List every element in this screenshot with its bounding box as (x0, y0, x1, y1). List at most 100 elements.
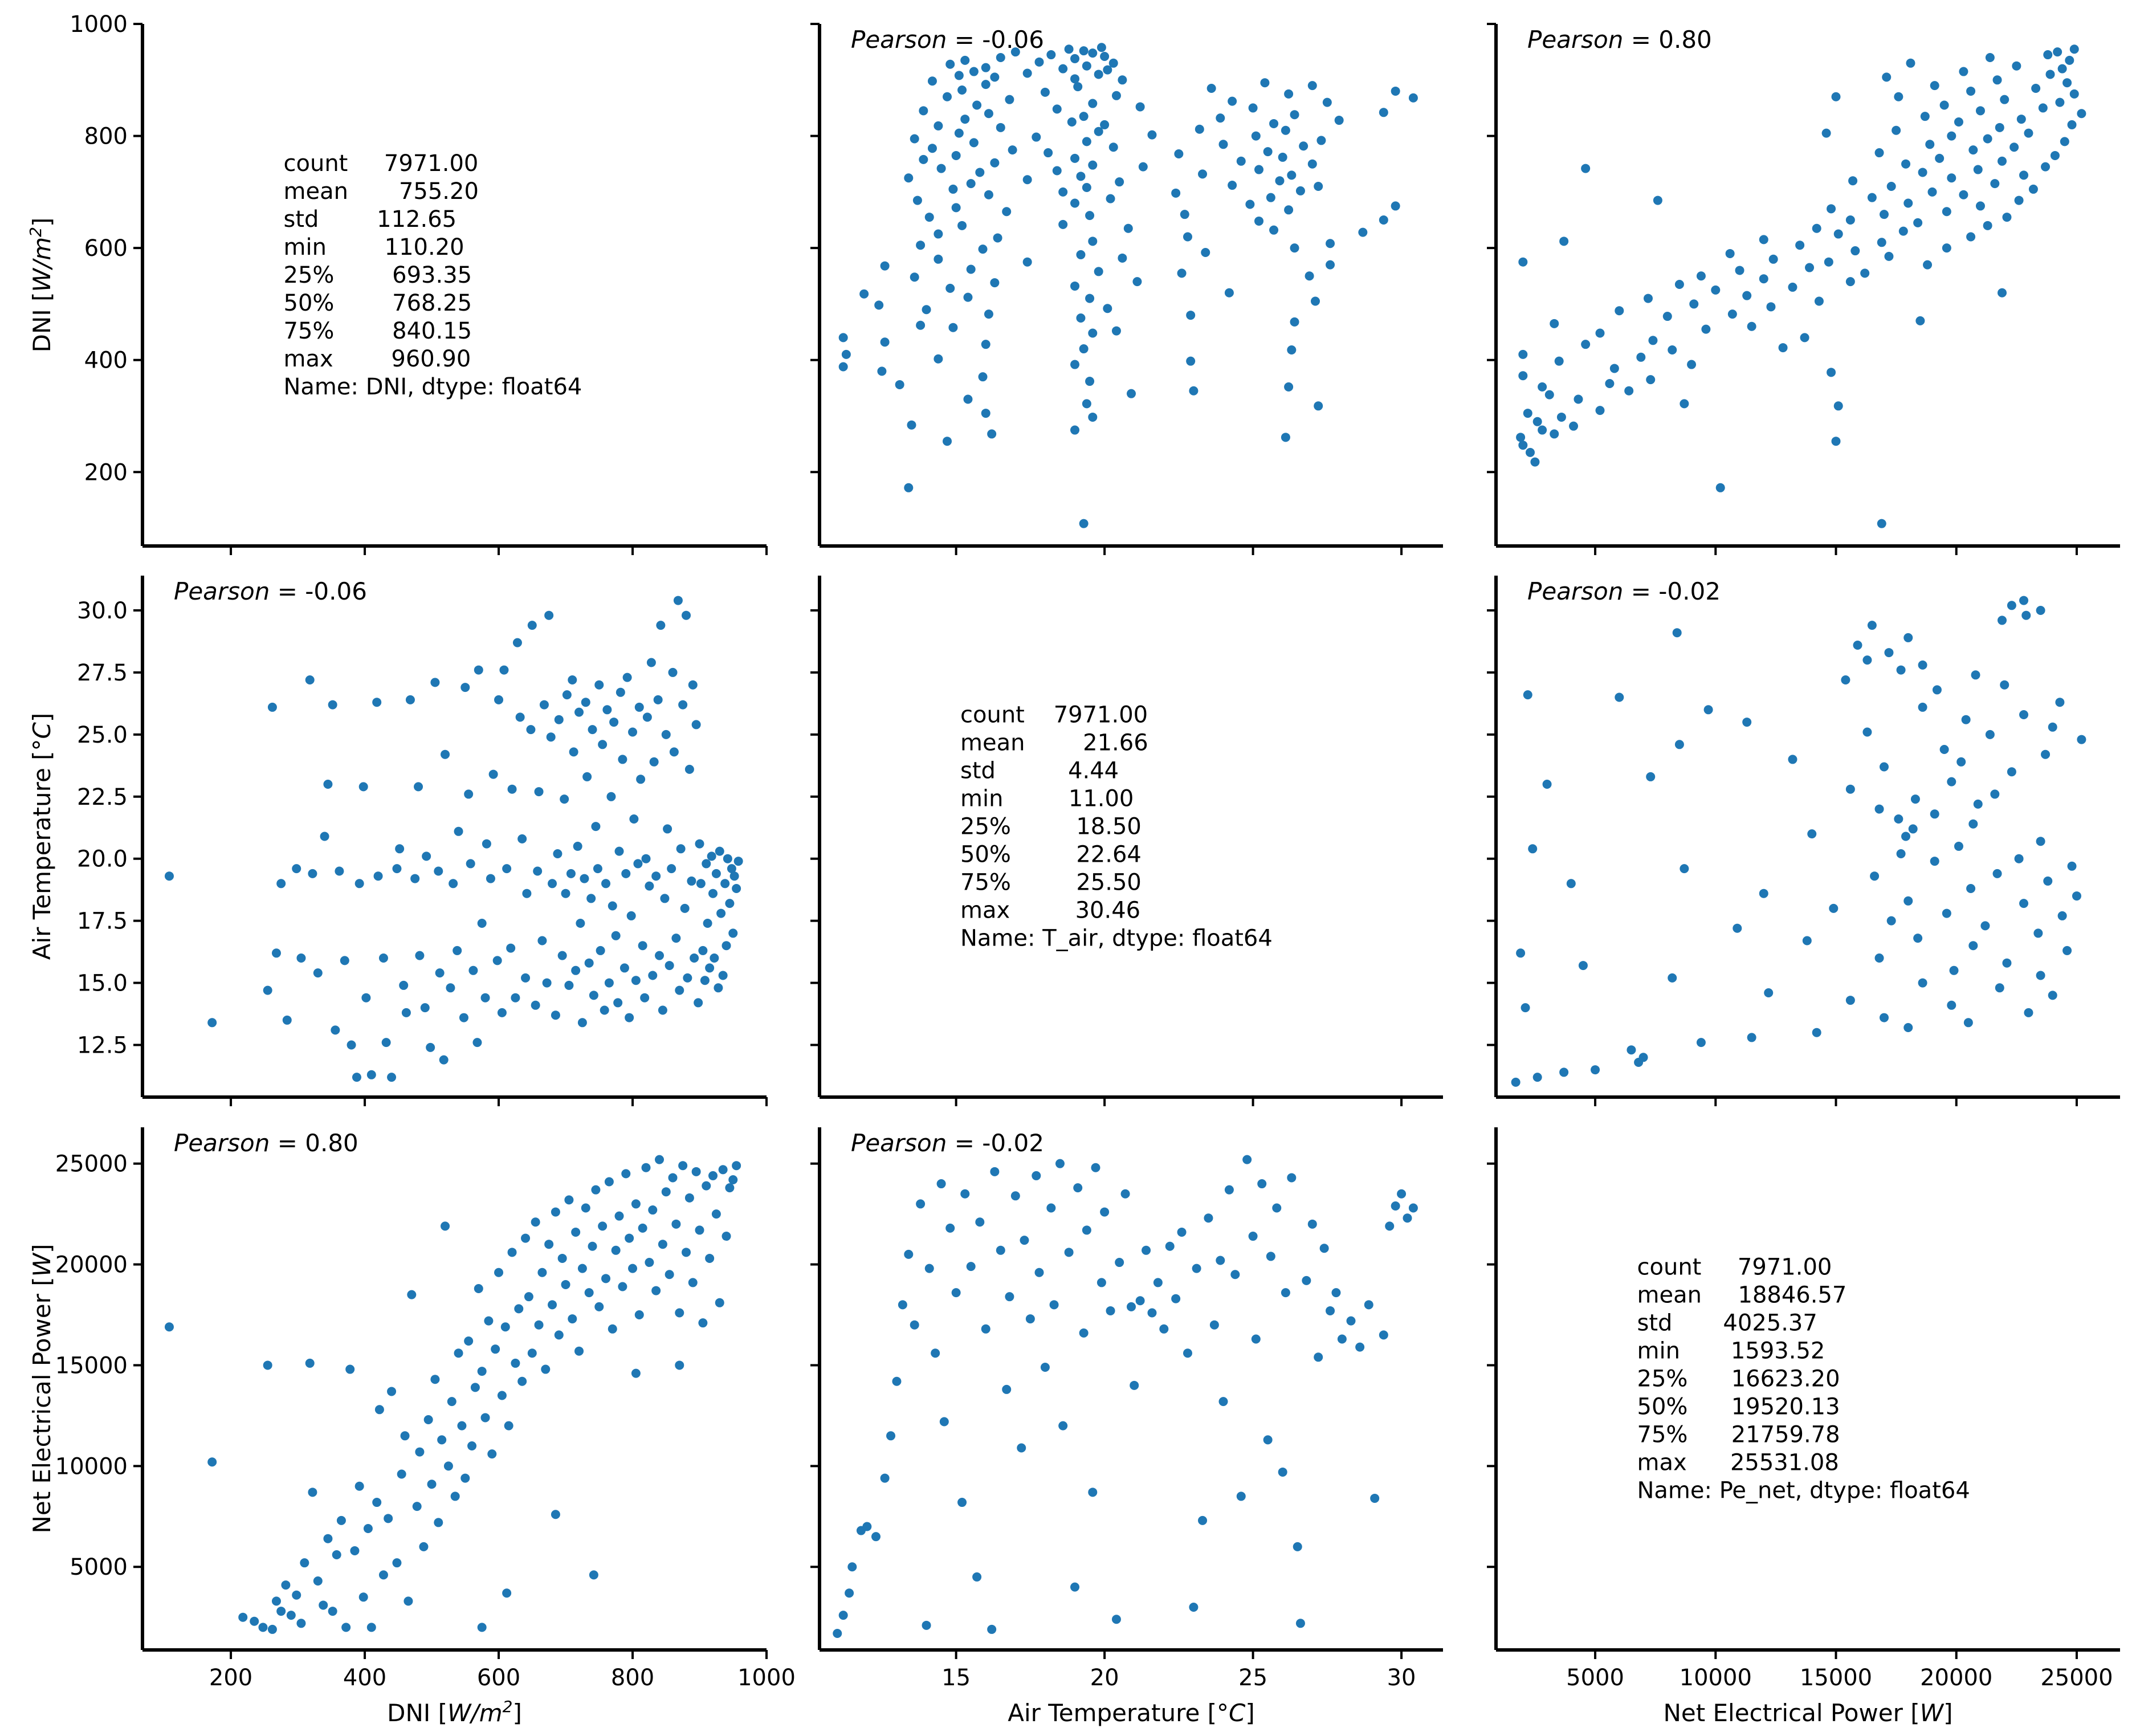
scatter-point (1827, 204, 1836, 214)
stats-line: max 25531.08 (1637, 1450, 1839, 1476)
scatter-point (1920, 112, 1930, 121)
scatter-point (524, 1292, 533, 1302)
scatter-point (1913, 218, 1923, 227)
scatter-point (494, 695, 504, 704)
scatter-point (1581, 340, 1591, 349)
scatter-point (1204, 1213, 1213, 1223)
scatter-point (898, 1300, 907, 1310)
scatter-point (1073, 82, 1083, 92)
scatter-point (511, 1358, 520, 1368)
scatter-point (1879, 210, 1889, 219)
scatter-point (1287, 345, 1297, 355)
pearson-value: = 0.80 (270, 1129, 358, 1157)
axis-label-unit: W (28, 1252, 56, 1277)
scatter-point (604, 978, 614, 988)
scatter-point (1111, 1615, 1121, 1624)
scatter-point (626, 911, 636, 920)
scatter-point (2021, 610, 2031, 620)
scatter-point (358, 1592, 368, 1602)
scatter-point (381, 1038, 391, 1048)
scatter-point (1174, 149, 1184, 159)
scatter-point (502, 1588, 512, 1598)
scatter-point (960, 1189, 970, 1199)
scatter-point (611, 931, 621, 940)
panel-r1-c2: Pearson = -0.02 (1487, 576, 2120, 1106)
scatter-point (1070, 425, 1080, 435)
scatter-point (477, 919, 487, 928)
y-tick-label: 15.0 (77, 971, 128, 997)
scatter-point (1556, 412, 1566, 422)
scatter-point (600, 1005, 609, 1015)
scatter-point (1123, 223, 1133, 233)
scatter-point (1949, 965, 1959, 975)
scatter-point (2048, 722, 2057, 732)
scatter-point (1058, 64, 1068, 74)
scatter-point (696, 879, 706, 889)
scatter-point (1159, 1324, 1169, 1334)
scatter-point (313, 968, 323, 978)
scatter-point (1886, 182, 1896, 191)
panel-r2-c0: 5000 10000 15000 20000 25000 200 400 600 800 1000… (55, 1127, 796, 1691)
scatter-point (1118, 253, 1127, 263)
scatter-point (507, 784, 517, 794)
scatter-point (1293, 1542, 1302, 1551)
scatter-point (1845, 996, 1855, 1005)
scatter-point (1314, 182, 1323, 191)
scatter-point (1947, 173, 1956, 183)
scatter-point (1307, 81, 1317, 91)
scatter-point (1408, 1203, 1418, 1213)
scatter-point (1127, 1302, 1136, 1311)
scatter-point (1115, 177, 1124, 187)
scatter-point (972, 1572, 982, 1582)
scatter-point (574, 1346, 584, 1356)
scatter-point (207, 1018, 217, 1028)
y-tick-label: 25.0 (77, 722, 128, 748)
pearson-annotation: Pearson = 0.80 (1527, 26, 1712, 54)
scatter-point (1680, 399, 1689, 409)
scatter-point (1040, 1362, 1050, 1372)
scatter-point (1867, 621, 1877, 630)
scatter-point (1668, 973, 1677, 983)
x-tick-label: 10000 (1680, 1665, 1752, 1691)
scatter-point (1646, 772, 1656, 781)
scatter-point (1379, 1330, 1388, 1340)
scatter-point (1082, 399, 1091, 409)
scatter-point (895, 380, 904, 389)
scatter-points (1516, 44, 2086, 528)
scatter-point (715, 846, 724, 856)
scatter-point (564, 1195, 574, 1205)
scatter-point (514, 1304, 524, 1314)
scatter-point (1085, 377, 1095, 386)
scatter-point (1997, 288, 2007, 298)
scatter-point (1189, 386, 1199, 396)
stats-line: std 112.65 (284, 206, 457, 233)
scatter-point (372, 698, 382, 707)
x-tick-label: 800 (611, 1665, 654, 1691)
scatter-point (561, 1279, 570, 1289)
scatter-point (1877, 238, 1886, 247)
scatter-point (1627, 1045, 1636, 1055)
scatter-point (1034, 57, 1044, 67)
scatter-point (1272, 1203, 1282, 1213)
scatter-point (1997, 156, 2007, 166)
scatter-point (1733, 923, 1742, 933)
scatter-point (1674, 280, 1684, 290)
scatter-point (954, 128, 964, 138)
y-tick-label: 12.5 (77, 1033, 128, 1059)
scatter-point (1391, 1201, 1400, 1211)
pearson-value: = -0.02 (1623, 577, 1721, 605)
scatter-point (1118, 75, 1127, 85)
scatter-point (1742, 291, 1752, 300)
scatter-point (2077, 735, 2086, 744)
scatter-point (319, 1600, 328, 1610)
scatter-point (1845, 784, 1855, 794)
scatter-point (426, 1042, 435, 1052)
scatter-point (484, 1316, 494, 1326)
stats-line: min 110.20 (284, 234, 464, 260)
scatter-point (1831, 437, 1841, 446)
scatter-point (2055, 698, 2065, 707)
scatter-point (589, 991, 598, 1000)
scatter-point (1990, 789, 2000, 799)
scatter-point (1764, 988, 1774, 997)
scatter-point (2062, 78, 2072, 88)
